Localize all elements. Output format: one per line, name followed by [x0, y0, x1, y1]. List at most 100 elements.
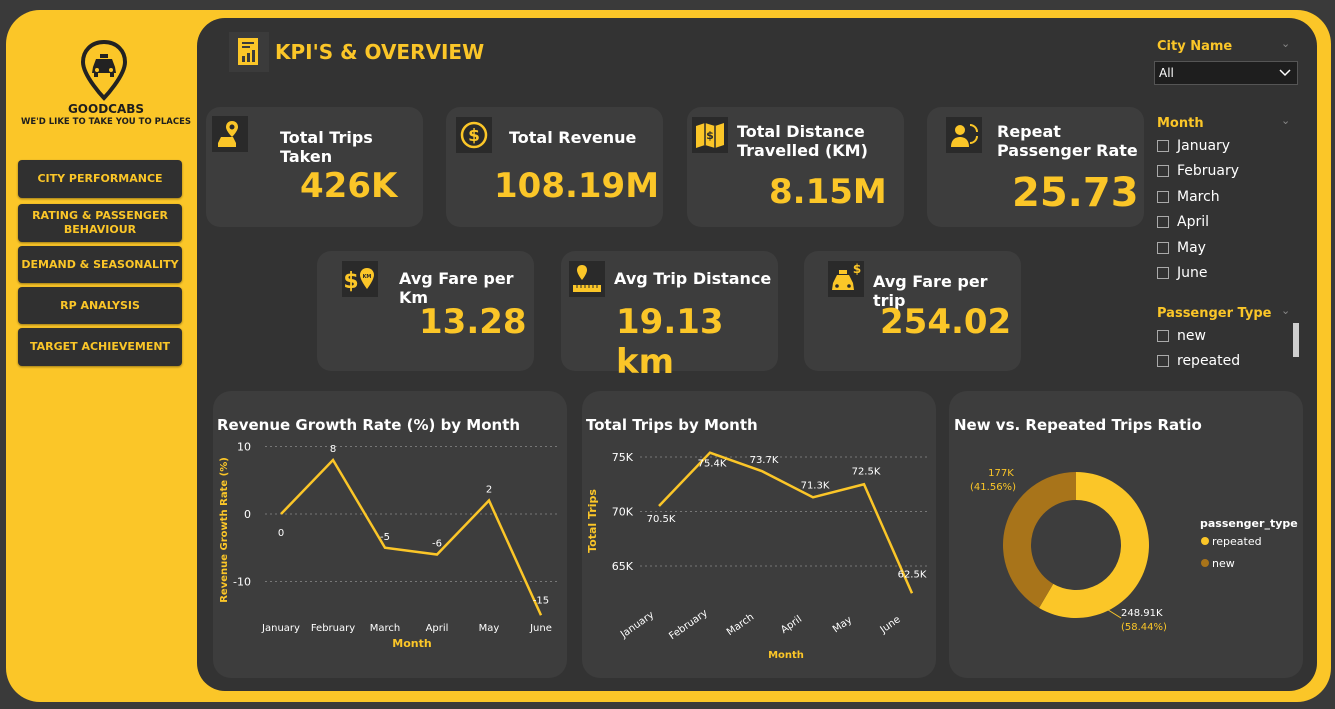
- data-label: -5: [380, 532, 390, 543]
- option-label: February: [1177, 163, 1240, 179]
- data-label: 8: [330, 444, 336, 455]
- brand-tagline: WE'D LIKE TO TAKE YOU TO PLACES: [20, 117, 192, 127]
- x-tick-label: January: [261, 623, 300, 634]
- kpi-card-total-trips: Total Trips Taken 426K: [206, 107, 423, 227]
- checkbox[interactable]: [1157, 191, 1169, 203]
- data-label: 75.4K: [698, 459, 727, 470]
- kpi-card-avg-fare-trip: $ Avg Fare per trip 254.02: [804, 251, 1021, 371]
- legend-marker-repeated: [1201, 537, 1209, 545]
- option-label: new: [1177, 328, 1206, 344]
- nav-rating-passenger-button[interactable]: RATING & PASSENGER BEHAVIOUR: [18, 204, 182, 242]
- city-slicer-title: City Name: [1157, 39, 1233, 54]
- checkbox[interactable]: [1157, 165, 1169, 177]
- total-trips-title: Total Trips by Month: [586, 416, 758, 434]
- map-route-icon: $: [692, 117, 728, 153]
- donut-slice-repeated: [1039, 472, 1149, 618]
- nav-demand-seasonality-button[interactable]: DEMAND & SEASONALITY: [18, 246, 182, 283]
- dollar-coin-icon: $: [456, 117, 492, 153]
- option-label: April: [1177, 214, 1209, 230]
- legend-label: repeated: [1212, 535, 1262, 548]
- kpi-value: 19.13 km: [616, 302, 724, 382]
- x-tick-label: May: [479, 623, 500, 634]
- chevron-down-icon[interactable]: ⌄: [1281, 114, 1291, 127]
- month-option-june[interactable]: June: [1157, 264, 1208, 282]
- nav-rp-analysis-button[interactable]: RP ANALYSIS: [18, 287, 182, 324]
- kpi-label: Repeat Passenger Rate: [997, 122, 1138, 160]
- checkbox[interactable]: [1157, 216, 1169, 228]
- chevron-down-icon[interactable]: ⌄: [1281, 37, 1291, 50]
- month-option-january[interactable]: January: [1157, 137, 1230, 155]
- trip-ratio-chart: 248.91K (58.44%) 177K (41.56%) passenger_typ…: [970, 468, 1298, 633]
- passenger-option-new[interactable]: new: [1157, 327, 1206, 345]
- legend-title: passenger_type: [1200, 517, 1298, 530]
- month-option-april[interactable]: April: [1157, 213, 1209, 231]
- kpi-value: 25.73: [1012, 170, 1139, 216]
- x-tick-label: April: [426, 623, 449, 634]
- x-axis-title: Month: [392, 637, 431, 650]
- option-label: January: [1177, 138, 1231, 154]
- kpi-value: 8.15M: [769, 172, 887, 212]
- revenue-growth-chart: 10 0 -10 0 January 8 February -5 March -6 April 2 Ma…: [219, 441, 559, 650]
- goodcabs-logo-icon: [80, 40, 128, 101]
- kpi-label: Avg Fare per trip: [873, 272, 988, 310]
- kpi-label: Total Trips Taken: [280, 128, 373, 166]
- legend-label: new: [1212, 557, 1235, 570]
- distance-ruler-icon: [569, 261, 605, 297]
- data-label: 70.5K: [647, 514, 676, 525]
- y-tick-label: 70K: [612, 506, 634, 519]
- leader-line: [1104, 607, 1122, 619]
- data-label: (41.56%): [970, 482, 1016, 493]
- month-slicer-title: Month: [1157, 116, 1204, 131]
- passenger-option-repeated[interactable]: repeated: [1157, 352, 1240, 370]
- kpi-label: Total Revenue: [509, 128, 637, 147]
- kpi-value: 13.28: [419, 302, 527, 342]
- checkbox[interactable]: [1157, 267, 1169, 279]
- taxi-dollar-icon: $: [828, 261, 864, 297]
- month-option-march[interactable]: March: [1157, 188, 1220, 206]
- nav-city-performance-button[interactable]: CITY PERFORMANCE: [18, 160, 182, 198]
- checkbox[interactable]: [1157, 330, 1169, 342]
- data-label: 248.91K: [1121, 608, 1163, 619]
- series-line: [280, 457, 543, 616]
- option-label: June: [1177, 265, 1208, 281]
- checkbox[interactable]: [1157, 355, 1169, 367]
- total-trips-chart: 75K 70K 65K 70.5K January 75.4K February 73.7K M…: [586, 451, 930, 661]
- month-option-february[interactable]: February: [1157, 162, 1239, 180]
- x-tick-label: February: [311, 623, 355, 634]
- repeat-user-icon: [946, 117, 982, 153]
- y-tick-label: 75K: [612, 451, 634, 464]
- x-tick-label: February: [667, 608, 710, 642]
- y-tick-label: -10: [233, 576, 251, 589]
- x-tick-label: March: [725, 612, 756, 638]
- kpi-card-repeat-rate: Repeat Passenger Rate 25.73: [927, 107, 1144, 227]
- x-tick-label: March: [370, 623, 400, 634]
- y-axis-title: Revenue Growth Rate (%): [219, 457, 230, 603]
- x-tick-label: January: [618, 610, 656, 641]
- nav-target-achievement-button[interactable]: TARGET ACHIEVEMENT: [18, 328, 182, 366]
- revenue-growth-title: Revenue Growth Rate (%) by Month: [217, 416, 521, 434]
- option-label: March: [1177, 189, 1220, 205]
- total-trips-panel: [582, 391, 936, 678]
- kpi-card-avg-trip-distance: Avg Trip Distance 19.13 km: [561, 251, 778, 382]
- data-label: 72.5K: [852, 466, 881, 477]
- sidebar: GOODCABS WE'D LIKE TO TAKE YOU TO PLACES…: [6, 10, 196, 702]
- x-axis-title: Month: [768, 650, 804, 661]
- option-label: repeated: [1177, 353, 1241, 369]
- city-dropdown[interactable]: All: [1154, 61, 1298, 85]
- page-title: KPI'S & OVERVIEW: [275, 40, 485, 64]
- month-option-may[interactable]: May: [1157, 239, 1206, 257]
- checkbox[interactable]: [1157, 140, 1169, 152]
- chevron-down-icon[interactable]: ⌄: [1281, 304, 1291, 317]
- data-label: -6: [432, 539, 442, 550]
- y-tick-label: 10: [237, 441, 251, 454]
- trip-ratio-title: New vs. Repeated Trips Ratio: [954, 416, 1202, 434]
- x-tick-label: June: [529, 623, 552, 634]
- slicer-scrollbar[interactable]: [1293, 323, 1299, 357]
- checkbox[interactable]: [1157, 242, 1169, 254]
- x-tick-label: June: [878, 614, 903, 636]
- kpi-card-total-distance: $ Total Distance Travelled (KM) 8.15M: [687, 107, 904, 227]
- x-tick-label: May: [831, 614, 854, 635]
- revenue-growth-panel: [213, 391, 567, 678]
- legend-marker-new: [1201, 559, 1209, 567]
- svg-text:$: $: [468, 126, 480, 146]
